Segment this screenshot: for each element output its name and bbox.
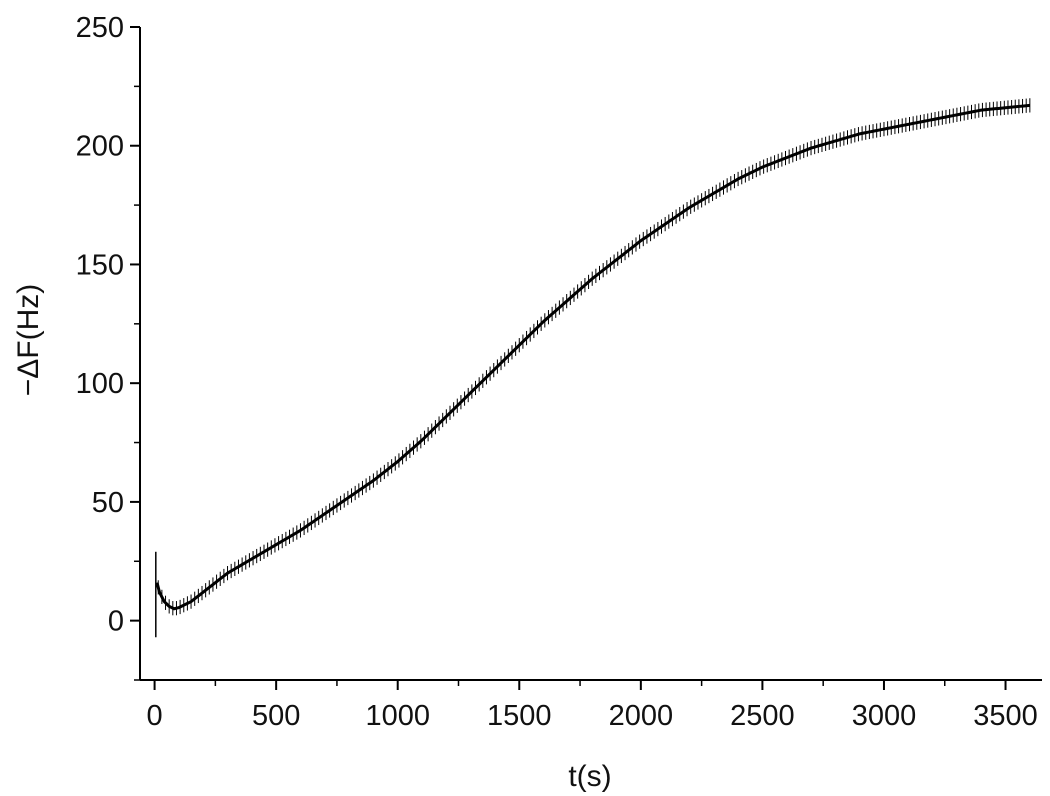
x-axis-title: t(s) [568,760,611,793]
y-tick-label: 50 [92,487,124,519]
x-tick-label: 2500 [730,700,795,732]
x-tick-label: 500 [252,700,300,732]
y-tick-label: 0 [108,606,124,638]
x-tick-label: 2000 [609,700,674,732]
x-tick-label: 1000 [365,700,430,732]
y-axis-title: −ΔF(Hz) [12,284,45,397]
ticks [130,26,1007,690]
x-tick-label: 1500 [487,700,552,732]
tick-labels: 0 500 1000 1500 2000 2500 3000 3500 0 50 100 150 200… [76,12,1038,732]
x-tick-label: 3000 [852,700,917,732]
plot-data [155,98,1031,638]
axes [139,27,1042,681]
y-tick-label: 250 [76,12,124,44]
y-tick-label: 200 [76,131,124,163]
x-tick-label: 0 [147,700,163,732]
y-tick-label: 100 [76,368,124,400]
series-line [155,103,1030,611]
y-tick-label: 150 [76,249,124,281]
x-tick-label: 3500 [973,700,1038,732]
